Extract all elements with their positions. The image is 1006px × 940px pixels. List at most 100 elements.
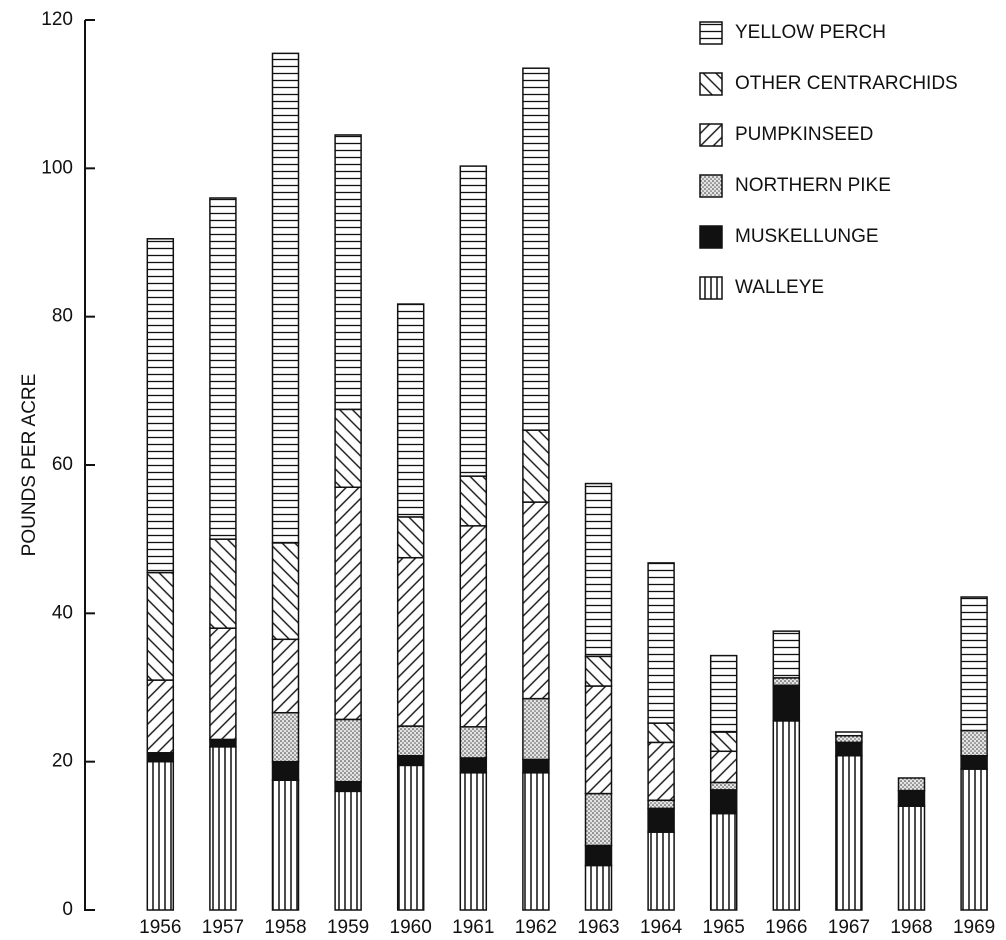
bar-segment [459, 165, 488, 477]
bar-segment [209, 197, 237, 540]
legend-label: NORTHERN PIKE [735, 175, 891, 196]
bar-segment [459, 525, 488, 728]
x-tick-label: 1968 [890, 917, 932, 938]
bar-segment [584, 792, 613, 847]
bar-segment [960, 768, 988, 911]
bar-segment [459, 757, 488, 774]
x-tick-label: 1961 [452, 917, 494, 938]
y-axis-label: POUNDS PER ACRE [19, 374, 40, 557]
bar-segment [334, 134, 362, 411]
x-tick-label: 1959 [327, 917, 369, 938]
y-tick-label: 80 [52, 306, 73, 327]
bar-segment [772, 677, 801, 687]
bar-segment [897, 805, 926, 911]
bar-segment [396, 516, 425, 559]
bar-segment [522, 429, 550, 503]
bar-segment [271, 542, 300, 641]
bar-segment [709, 781, 738, 791]
bar-segment [647, 831, 675, 911]
bar-segment [459, 726, 488, 759]
bar-segment [709, 812, 738, 911]
legend-label: OTHER CENTRARCHIDS [735, 73, 958, 94]
bar-segment [835, 741, 863, 757]
y-tick-label: 20 [52, 751, 73, 772]
legend-swatch [699, 123, 723, 147]
bar-segment [709, 654, 738, 733]
legend-label: WALLEYE [735, 277, 824, 298]
y-tick-label: 100 [41, 157, 73, 178]
bar-segment [647, 741, 675, 801]
bar-segment [522, 758, 550, 774]
bar-segment [584, 655, 613, 687]
bar-segment [709, 731, 738, 753]
bar-segment [835, 754, 863, 911]
bar-segment [334, 780, 362, 793]
bar-segment [271, 52, 300, 544]
x-tick-label: 1962 [515, 917, 557, 938]
bar-segment [334, 718, 362, 783]
bar-segment [584, 685, 613, 795]
bar-segment [396, 754, 425, 767]
legend-swatch [699, 21, 723, 45]
bar-segment [897, 789, 926, 807]
legend-swatch [699, 72, 723, 96]
bar-segment [334, 408, 362, 488]
bar-segment [396, 764, 425, 911]
x-tick-label: 1956 [139, 917, 181, 938]
legend-swatch [699, 225, 723, 249]
bar-segment [396, 725, 425, 757]
bar-segment [146, 760, 175, 911]
bar-segment [146, 679, 175, 754]
bar-segment [835, 734, 863, 744]
bar-segment [209, 538, 237, 629]
x-tick-label: 1966 [765, 917, 807, 938]
legend-label: MUSKELLUNGE [735, 226, 879, 247]
y-tick-label: 60 [52, 454, 73, 475]
bar-segment [960, 754, 988, 770]
y-tick-label: 120 [41, 9, 73, 30]
bar-segment [522, 697, 550, 761]
bar-segment [271, 760, 300, 781]
bar-segment [209, 738, 237, 748]
bar-segment [146, 752, 175, 763]
bar-segment [647, 807, 675, 833]
bar-segment [522, 772, 550, 911]
y-tick-label: 40 [52, 602, 73, 623]
bar-segment [459, 772, 488, 911]
bar-segment [647, 799, 675, 810]
bar-segment [772, 720, 801, 911]
bar-segment [271, 779, 300, 911]
bar-segment [396, 556, 425, 727]
bar-segment [772, 684, 801, 722]
legend-label: PUMPKINSEED [735, 124, 873, 145]
bar-segment [146, 238, 175, 574]
x-tick-label: 1958 [264, 917, 306, 938]
bar-segment [647, 722, 675, 744]
bar-segment [960, 596, 988, 732]
x-tick-label: 1957 [202, 917, 244, 938]
bar-segment [522, 501, 550, 700]
legend-swatch [699, 174, 723, 198]
bar-segment [334, 790, 362, 911]
bar-segment [897, 777, 926, 792]
bar-segment [459, 475, 488, 527]
x-tick-label: 1964 [640, 917, 683, 938]
bar-segment [772, 630, 801, 679]
bar-segment [960, 729, 988, 757]
y-tick-label: 0 [62, 899, 73, 920]
bar-segment [146, 571, 175, 681]
legend-label: YELLOW PERCH [735, 22, 886, 43]
bar-segment [396, 303, 425, 518]
bar-segment [334, 486, 362, 721]
bar-segment [584, 844, 613, 867]
x-tick-label: 1960 [390, 917, 432, 938]
bar-segment [271, 638, 300, 714]
bar-segment [209, 627, 237, 741]
bar-segment [647, 562, 675, 724]
bar-segment [709, 789, 738, 815]
bar-segment [584, 864, 613, 911]
x-tick-label: 1965 [703, 917, 745, 938]
x-tick-label: 1963 [577, 917, 619, 938]
bar-segment [271, 711, 300, 763]
